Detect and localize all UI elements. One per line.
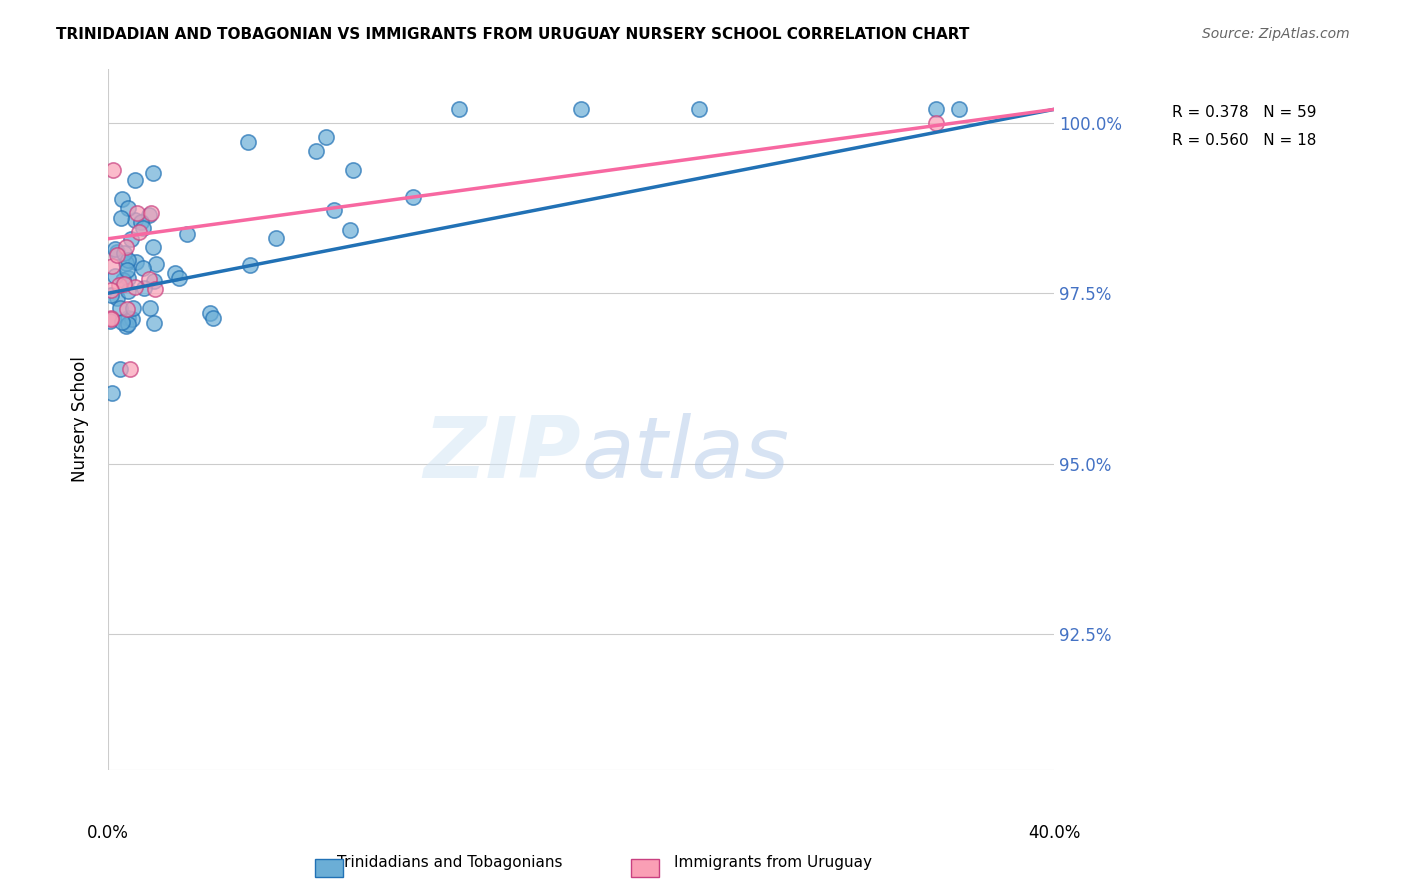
Point [688,103,710,117]
Point [114,240,136,254]
Point [124,213,146,227]
Point [117,252,139,267]
Point [115,319,138,334]
Point [125,206,148,220]
Point [305,144,328,158]
Point [103,162,125,177]
Point [131,261,153,276]
Point [139,206,162,220]
Point [110,301,132,315]
Point [117,285,139,299]
Point [111,192,134,206]
FancyBboxPatch shape [1135,112,1167,168]
Text: ZIP: ZIP [423,413,581,496]
Point [925,116,948,130]
Point [132,281,155,295]
Point [138,271,160,285]
Point [165,266,187,280]
Point [125,255,148,269]
Point [128,225,150,239]
Point [100,312,122,326]
Point [132,221,155,235]
Point [402,190,425,204]
Point [112,277,135,291]
Point [108,361,131,376]
Point [104,242,127,256]
Text: 0.0%: 0.0% [87,824,129,842]
Point [142,166,165,180]
Point [142,240,165,254]
Text: 40.0%: 40.0% [1028,824,1080,842]
Point [117,271,139,285]
Point [447,103,470,117]
Point [105,247,128,261]
Point [110,211,132,226]
Point [569,103,592,117]
Point [176,227,198,242]
Point [131,215,153,229]
Point [342,163,364,178]
FancyBboxPatch shape [1121,62,1406,185]
Point [117,202,139,216]
Point [100,283,122,297]
Point [138,208,160,222]
FancyBboxPatch shape [1135,86,1167,140]
Point [121,301,143,316]
Point [115,302,138,317]
Point [202,310,225,325]
Point [118,362,141,376]
Point [322,202,344,217]
Point [238,135,260,149]
Text: Trinidadians and Tobagonians: Trinidadians and Tobagonians [337,855,562,870]
Point [121,312,143,326]
Point [948,103,970,117]
Text: R = 0.560   N = 18: R = 0.560 N = 18 [1173,133,1316,147]
Point [101,386,124,401]
Point [117,311,139,326]
Point [139,301,162,315]
Point [98,314,121,328]
Point [105,245,128,260]
Point [100,260,122,274]
Point [339,223,361,237]
Text: TRINIDADIAN AND TOBAGONIAN VS IMMIGRANTS FROM URUGUAY NURSERY SCHOOL CORRELATION: TRINIDADIAN AND TOBAGONIAN VS IMMIGRANTS… [56,27,970,42]
Point [104,269,127,284]
Y-axis label: Nursery School: Nursery School [72,356,89,483]
Text: R = 0.378   N = 59: R = 0.378 N = 59 [1173,105,1317,120]
Point [315,129,337,144]
Text: Source: ZipAtlas.com: Source: ZipAtlas.com [1202,27,1350,41]
Point [169,271,191,285]
Point [124,173,146,187]
Point [100,288,122,302]
Point [105,291,128,305]
Point [239,258,262,272]
Text: atlas: atlas [581,413,789,496]
Point [108,277,131,292]
Point [200,306,222,320]
Point [264,231,287,245]
Point [143,282,166,296]
Point [114,256,136,270]
Point [110,315,132,329]
Point [112,245,135,260]
Point [111,273,134,287]
Point [120,232,142,246]
Point [115,262,138,277]
Point [124,280,146,294]
Point [142,316,165,330]
Point [100,310,122,325]
Point [143,274,166,288]
Point [117,317,139,331]
Point [145,256,167,270]
Point [925,103,948,117]
Text: Immigrants from Uruguay: Immigrants from Uruguay [675,855,872,870]
